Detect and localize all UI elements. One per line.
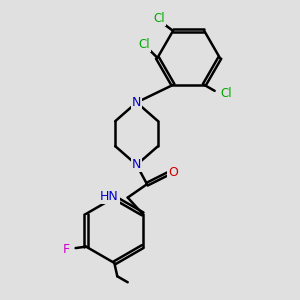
Text: N: N (132, 96, 141, 109)
Text: F: F (62, 243, 70, 256)
Text: N: N (132, 158, 141, 171)
Text: Cl: Cl (138, 38, 150, 51)
Text: O: O (168, 166, 178, 179)
Text: HN: HN (100, 190, 119, 202)
Text: Cl: Cl (154, 12, 166, 26)
Text: Cl: Cl (220, 87, 232, 100)
